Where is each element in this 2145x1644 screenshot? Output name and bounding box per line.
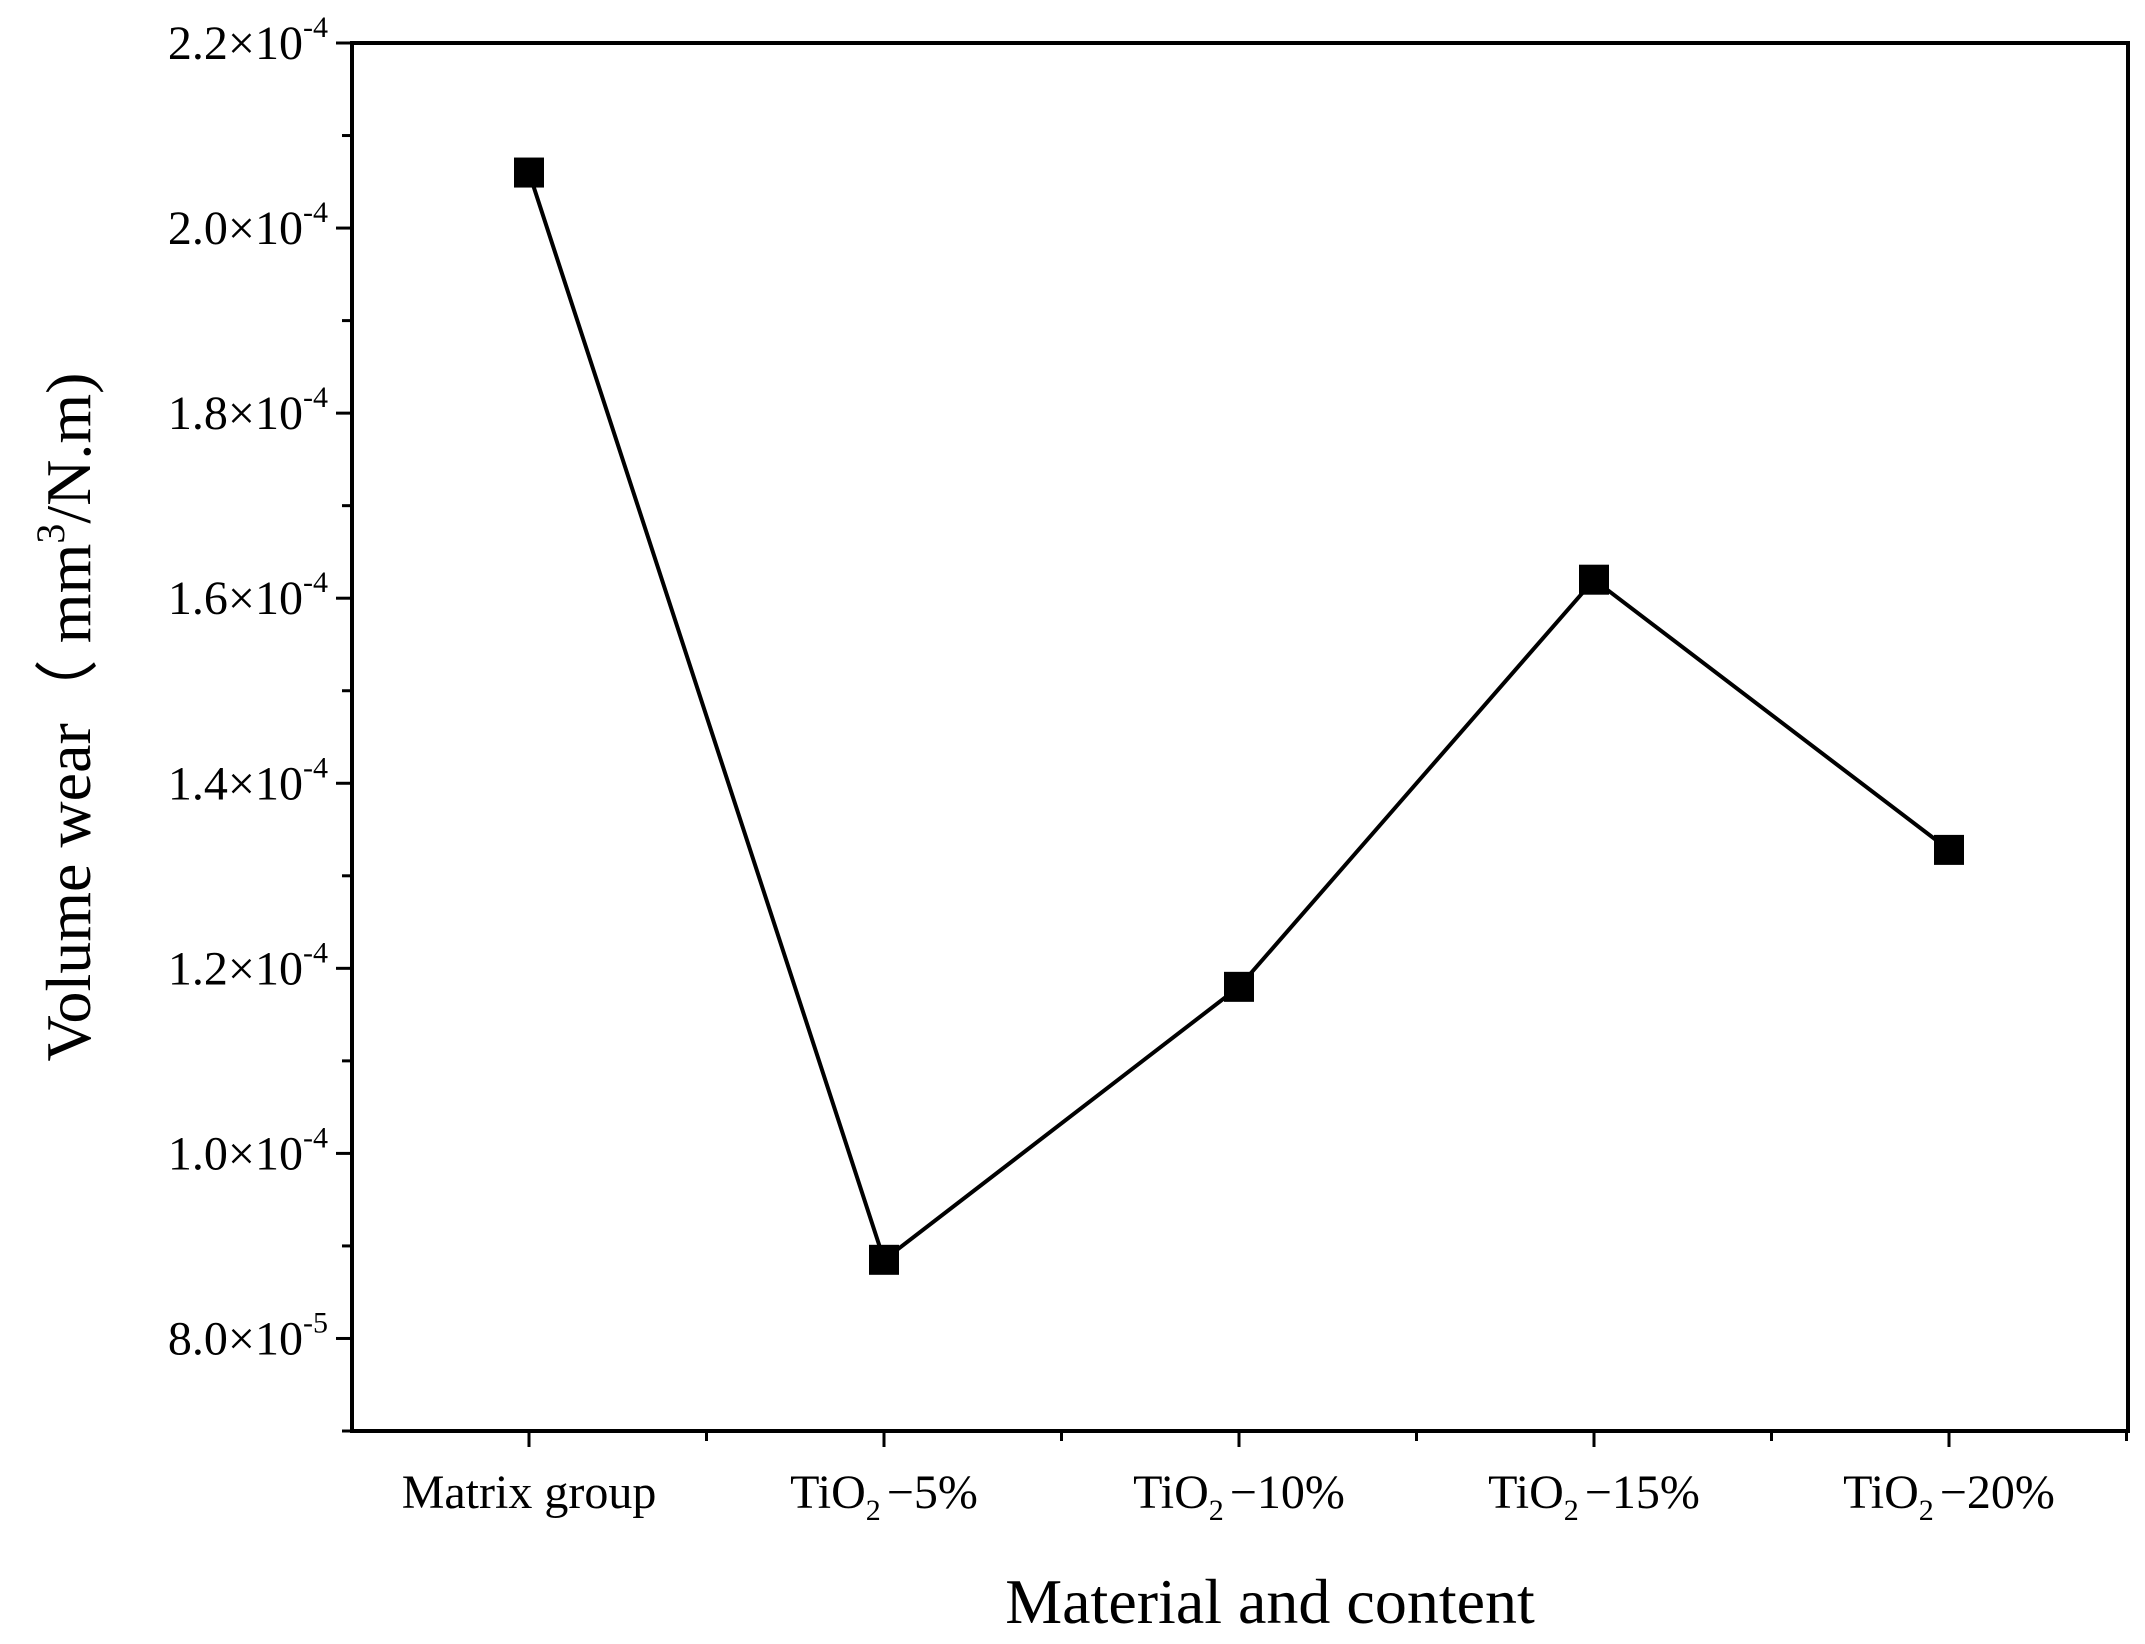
y-axis-title: Volume wear（ mm3/N.m) [28, 373, 104, 1062]
data-point-marker [1224, 971, 1254, 1002]
y-tick-label: 1.8×10-4 [168, 381, 328, 440]
data-point-marker [514, 157, 544, 188]
series-line [527, 171, 1951, 1264]
x-tick-label: TiO2 −10% [1133, 1466, 1345, 1527]
x-tick-label: TiO2 −5% [790, 1466, 978, 1527]
plot-frame [350, 41, 2130, 1433]
y-tick-label: 1.2×10-4 [168, 936, 328, 995]
y-tick-label: 2.0×10-4 [168, 196, 328, 255]
x-tick-label: Matrix group [402, 1466, 657, 1519]
y-tick-label: 1.4×10-4 [168, 751, 328, 810]
x-axis-title: Material and content [1005, 1566, 1535, 1637]
x-tick-label: TiO2 −20% [1843, 1466, 2055, 1527]
y-tick-label: 1.0×10-4 [168, 1121, 328, 1180]
y-tick-label: 1.6×10-4 [168, 566, 328, 625]
data-point-marker [1934, 834, 1964, 865]
data-point-marker [1579, 564, 1609, 595]
y-tick-label: 8.0×10-5 [168, 1306, 328, 1365]
data-point-marker [869, 1244, 899, 1275]
y-tick-label: 2.2×10-4 [168, 11, 328, 70]
x-tick-label: TiO2 −15% [1488, 1466, 1700, 1527]
